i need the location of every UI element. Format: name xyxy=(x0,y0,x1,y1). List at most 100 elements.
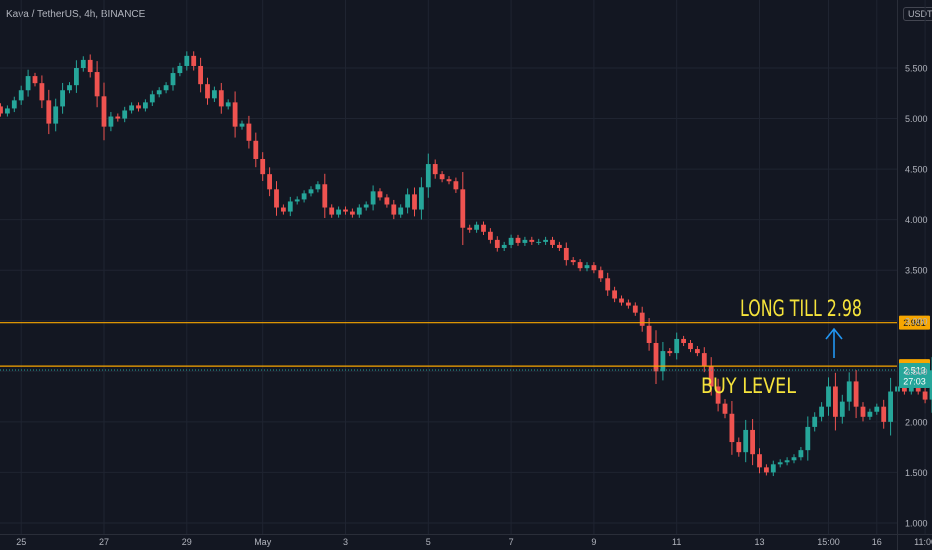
candle-body xyxy=(639,312,645,326)
price-axis[interactable]: 5.500 5.000 4.500 4.000 3.500 3.000 2.500 2.000… xyxy=(897,0,928,550)
candle xyxy=(281,204,286,215)
candle-body xyxy=(853,381,859,407)
candle xyxy=(205,77,210,105)
candle xyxy=(377,188,383,201)
candle-body xyxy=(743,429,749,453)
last-price-box xyxy=(899,362,930,388)
time-axis[interactable]: 25 27 29 May 3 5 7 9 11 13 15:00 16 11:00 xyxy=(0,534,932,548)
candle xyxy=(322,173,328,218)
candle-body xyxy=(867,411,873,417)
candle-body xyxy=(474,224,479,230)
candle-body xyxy=(25,76,31,91)
currency-button[interactable]: USDT xyxy=(903,7,932,21)
x-tick-label: 13 xyxy=(754,537,764,547)
last-price-label: 2.513 xyxy=(903,365,926,375)
candle-body xyxy=(557,244,562,248)
candle xyxy=(543,236,548,245)
candle-body xyxy=(722,403,728,414)
candle-body xyxy=(163,85,169,91)
candle xyxy=(570,257,576,266)
candle xyxy=(343,206,348,215)
candle-body xyxy=(274,189,279,208)
candle xyxy=(819,402,824,422)
candle-body xyxy=(908,386,914,392)
arrow-up-icon xyxy=(825,327,843,358)
candle xyxy=(87,54,93,78)
candle-body xyxy=(439,174,445,180)
candle xyxy=(246,115,252,149)
candle-body xyxy=(11,100,17,109)
candles xyxy=(0,51,932,477)
candle xyxy=(929,357,932,413)
candle-body xyxy=(205,84,210,99)
candle xyxy=(501,241,507,251)
candle xyxy=(149,90,155,107)
candle-body xyxy=(708,366,714,387)
candle xyxy=(605,272,611,296)
candle xyxy=(867,408,873,420)
candle-body xyxy=(294,199,300,202)
candle xyxy=(653,330,659,385)
candle xyxy=(191,51,197,71)
y-tick-label: 5.500 xyxy=(905,64,928,74)
candle xyxy=(108,111,114,132)
candle xyxy=(163,82,169,94)
candle-body xyxy=(688,342,693,350)
candle xyxy=(267,167,272,197)
candle-body xyxy=(902,386,907,392)
candle-body xyxy=(74,68,79,86)
candle-body xyxy=(481,224,486,232)
candle xyxy=(329,204,335,218)
candle-body xyxy=(53,106,59,124)
candle xyxy=(777,459,783,468)
candle xyxy=(846,372,852,411)
candle xyxy=(74,60,79,93)
candle xyxy=(522,236,528,246)
candle xyxy=(474,221,479,233)
candle xyxy=(260,152,266,181)
candle xyxy=(715,378,721,412)
candle-body xyxy=(543,239,548,242)
candle-body xyxy=(398,207,404,215)
candle-body xyxy=(5,108,10,114)
y-tick-label: 4.500 xyxy=(905,165,928,175)
candle xyxy=(177,62,183,77)
x-tick-label: 9 xyxy=(591,537,596,547)
candle xyxy=(888,377,893,436)
candle xyxy=(198,57,203,93)
candle xyxy=(46,89,52,135)
candle xyxy=(5,105,10,117)
candle xyxy=(122,106,128,123)
x-tick-label: 5 xyxy=(426,537,431,547)
candle-body xyxy=(212,90,217,99)
candle-body xyxy=(260,158,266,175)
candle xyxy=(419,177,424,220)
candle-body xyxy=(108,116,114,127)
level-price-box xyxy=(899,315,930,330)
candle xyxy=(770,460,776,477)
candle xyxy=(667,348,673,357)
candle-body xyxy=(412,194,417,210)
candle xyxy=(301,190,307,203)
candle-body xyxy=(94,72,100,97)
candle xyxy=(11,96,17,113)
candle-body xyxy=(757,454,762,468)
candle-body xyxy=(32,76,38,84)
candle xyxy=(881,399,887,429)
candle xyxy=(101,82,107,141)
candle-body xyxy=(343,209,348,212)
candle-body xyxy=(536,241,542,243)
candle xyxy=(853,370,859,419)
candle xyxy=(577,259,583,272)
candle-body xyxy=(729,413,735,443)
candle-body xyxy=(860,406,866,417)
candle-body xyxy=(646,325,652,343)
candle-body xyxy=(239,123,245,127)
candle xyxy=(584,262,590,272)
candle xyxy=(218,82,224,114)
candle-body xyxy=(701,353,707,367)
candle-body xyxy=(915,386,921,392)
candle xyxy=(425,153,431,198)
